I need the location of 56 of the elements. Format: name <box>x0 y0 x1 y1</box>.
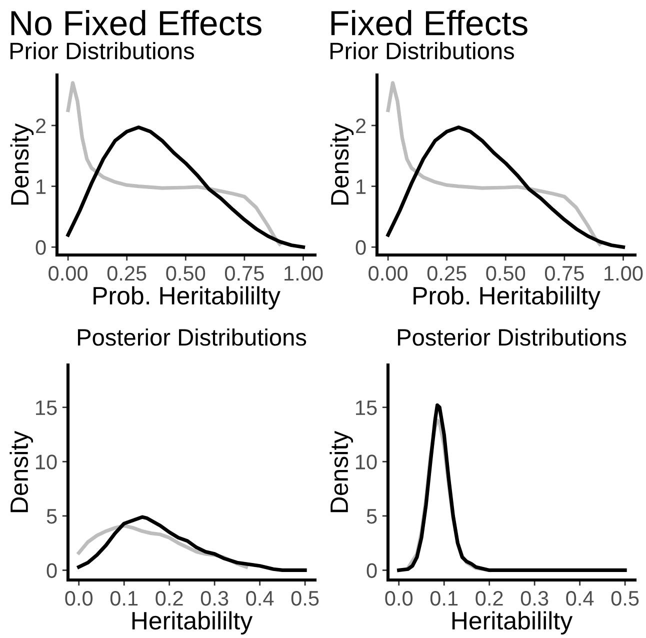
x-tick-label: 0.3 <box>200 590 228 606</box>
x-tick-label: 0.5 <box>611 590 639 606</box>
y-tick-label: 2 <box>36 118 46 134</box>
y-axis-title: Density <box>10 430 34 512</box>
y-tick-label: 5 <box>366 509 377 524</box>
y-axis-title: Density <box>330 430 354 512</box>
y-tick-label: 1 <box>36 180 46 194</box>
x-tick-label: 0.5 <box>291 590 319 606</box>
y-tick-label: 0 <box>366 563 377 578</box>
x-axis-title: Heritabililty <box>452 611 573 635</box>
x-tick-label: 1.00 <box>284 266 323 281</box>
x-axis-title: Prob. Heritabililty <box>414 286 600 310</box>
line-series <box>66 81 282 246</box>
x-tick-label: 0.25 <box>107 266 146 281</box>
x-axis-title: Heritabililty <box>132 611 253 635</box>
y-tick-label: 15 <box>356 400 377 416</box>
line-series <box>77 515 307 572</box>
x-tick-label: 0.0 <box>65 590 93 606</box>
x-tick-label: 0.75 <box>544 266 584 281</box>
chart-subtitle: Prior Distributions <box>10 42 194 60</box>
y-tick-label: 10 <box>356 454 377 470</box>
x-tick-label: 0.2 <box>156 590 183 606</box>
line-series <box>386 125 626 249</box>
x-tick-label: 0.75 <box>224 266 264 281</box>
x-tick-label: 0.0 <box>385 590 413 606</box>
x-tick-label: 1.00 <box>604 266 643 281</box>
x-tick-label: 0.2 <box>476 590 503 606</box>
chart-subtitle: Prior Distributions <box>330 42 514 60</box>
line-series <box>386 81 602 246</box>
y-tick-label: 0 <box>356 240 366 255</box>
chart-title: Posterior Distributions <box>398 328 626 346</box>
x-tick-label: 0.25 <box>427 266 466 281</box>
y-tick-label: 0 <box>46 563 57 578</box>
x-tick-label: 0.3 <box>520 590 548 606</box>
y-tick-label: 5 <box>46 509 57 524</box>
x-axis-title: Prob. Heritabililty <box>94 286 280 310</box>
y-tick-label: 0 <box>36 240 46 255</box>
x-tick-label: 0.4 <box>566 590 594 606</box>
x-tick-label: 0.1 <box>110 590 138 606</box>
x-tick-label: 0.4 <box>246 590 274 606</box>
chart-title: No Fixed Effects <box>11 10 262 36</box>
chart-title: Fixed Effects <box>331 10 528 36</box>
chart-title: Posterior Distributions <box>78 328 306 346</box>
x-tick-label: 0.50 <box>166 266 206 281</box>
y-tick-label: 2 <box>356 118 366 134</box>
x-tick-label: 0.1 <box>430 590 458 606</box>
x-tick-label: 0.00 <box>368 266 408 281</box>
y-tick-label: 15 <box>36 400 57 416</box>
y-axis-title: Density <box>10 123 34 205</box>
line-series <box>397 403 627 572</box>
y-axis-title: Density <box>330 123 354 205</box>
y-tick-label: 1 <box>356 180 366 194</box>
x-tick-label: 0.00 <box>48 266 88 281</box>
y-tick-label: 10 <box>36 454 57 470</box>
line-series <box>66 125 306 249</box>
x-tick-label: 0.50 <box>486 266 526 281</box>
